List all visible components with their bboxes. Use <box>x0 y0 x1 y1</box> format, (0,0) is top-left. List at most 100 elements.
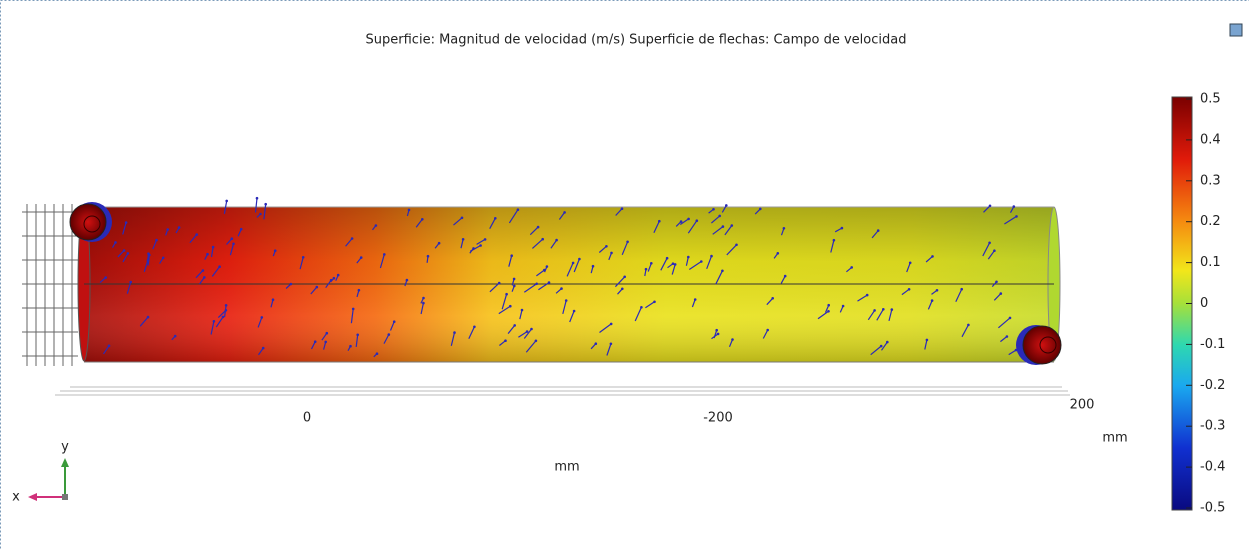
color-legend-tick-label: -0.3 <box>1200 419 1225 434</box>
arrow-head <box>232 243 235 246</box>
arrow-head <box>891 308 894 311</box>
arrow-head <box>560 287 563 290</box>
arrow-head <box>203 276 206 279</box>
arrow-head <box>842 305 845 308</box>
arrow-head <box>461 217 464 220</box>
arrow-head <box>908 288 911 291</box>
arrow-head <box>721 270 724 273</box>
arrow-head <box>537 226 540 229</box>
color-legend-tick-label: -0.4 <box>1200 460 1225 475</box>
arrow-head <box>610 323 613 326</box>
arrow-head <box>1015 215 1018 218</box>
color-legend-tick-label: 0 <box>1200 296 1208 311</box>
arrow-head <box>873 309 876 312</box>
arrow-head <box>333 277 336 280</box>
arrow-head <box>174 335 177 338</box>
arrow-head <box>783 227 786 230</box>
arrow-head <box>578 258 581 261</box>
arrow-head <box>687 218 690 221</box>
arrow-head <box>129 281 132 284</box>
arrow-head <box>866 294 869 297</box>
arrow-head <box>408 209 411 212</box>
arrow-head <box>510 254 513 257</box>
arrow-head <box>572 262 575 265</box>
arrow-head <box>658 220 661 223</box>
arrow-head <box>694 298 697 301</box>
arrow-head <box>555 239 558 242</box>
arrow-head <box>666 257 669 260</box>
arrow-head <box>349 345 352 348</box>
arrow-head <box>841 227 844 230</box>
arrow-head <box>406 279 409 282</box>
arrow-head <box>995 281 998 284</box>
arrow-head <box>422 302 425 305</box>
arrow-head <box>352 308 355 311</box>
arrow-head <box>166 228 169 231</box>
arrow-head <box>680 220 683 223</box>
arrow-head <box>272 298 275 301</box>
plot-title: Superficie: Magnitud de velocidad (m/s) … <box>366 33 907 48</box>
arrow-head <box>360 256 363 259</box>
arrow-head <box>563 211 566 214</box>
arrow-head <box>1013 205 1016 208</box>
color-legend-tick-label: -0.1 <box>1200 337 1225 352</box>
arrow-head <box>672 262 675 265</box>
arrow-head <box>494 217 497 220</box>
ground-plane <box>55 387 1070 395</box>
arrow-head <box>735 244 738 247</box>
arrow-head <box>993 249 996 252</box>
arrow-head <box>290 283 293 286</box>
arrow-head <box>621 288 624 291</box>
arrow-head <box>712 208 715 211</box>
arrow-head <box>212 246 215 249</box>
arrow-head <box>178 226 181 229</box>
arrow-head <box>541 238 544 241</box>
arrow-head <box>213 320 216 323</box>
color-legend-tick-label: 0.1 <box>1200 255 1221 270</box>
arrow-head <box>383 253 386 256</box>
arrow-head <box>376 352 379 355</box>
arrow-head <box>960 288 963 291</box>
arrow-head <box>621 207 624 210</box>
arrow-head <box>595 342 598 345</box>
arrow-head <box>759 208 762 211</box>
arrow-head <box>718 215 721 218</box>
page: Superficie: Magnitud de velocidad (m/s) … <box>0 0 1249 550</box>
window-icon[interactable] <box>1230 24 1242 36</box>
arrow-head <box>261 316 264 319</box>
arrow-head <box>513 278 516 281</box>
axis-tick-label: -200 <box>703 411 733 426</box>
arrow-head <box>771 297 774 300</box>
arrow-head <box>473 326 476 329</box>
inlet <box>70 202 112 242</box>
arrow-head <box>314 340 317 343</box>
arrow-head <box>114 241 117 244</box>
axis-tick-label: 200 <box>1070 398 1095 413</box>
arrow-head <box>256 197 259 200</box>
color-legend-tick-label: 0.5 <box>1200 92 1221 107</box>
arrow-head <box>700 260 703 263</box>
arrow-head <box>504 339 507 342</box>
arrow-head <box>274 249 277 252</box>
arrow-head <box>909 262 912 265</box>
arrow-head <box>127 252 130 255</box>
outlet <box>1016 325 1061 365</box>
arrow-head <box>240 228 243 231</box>
arrow-head <box>731 338 734 341</box>
axis-unit: mm <box>1102 431 1127 446</box>
arrow-head <box>262 347 265 350</box>
arrow-head <box>710 255 713 258</box>
arrow-head <box>526 330 529 333</box>
arrow-head <box>438 242 441 245</box>
arrow-head <box>535 340 538 343</box>
axis-triad: y x <box>12 440 69 505</box>
arrow-head <box>218 265 221 268</box>
arrow-head <box>623 276 626 279</box>
arrow-head <box>513 285 516 288</box>
arrow-head <box>202 269 205 272</box>
arrow-head <box>833 239 836 242</box>
arrow-head <box>498 282 501 285</box>
arrow-head <box>674 263 677 266</box>
arrow-head <box>195 233 198 236</box>
triad-label: x <box>12 490 20 505</box>
